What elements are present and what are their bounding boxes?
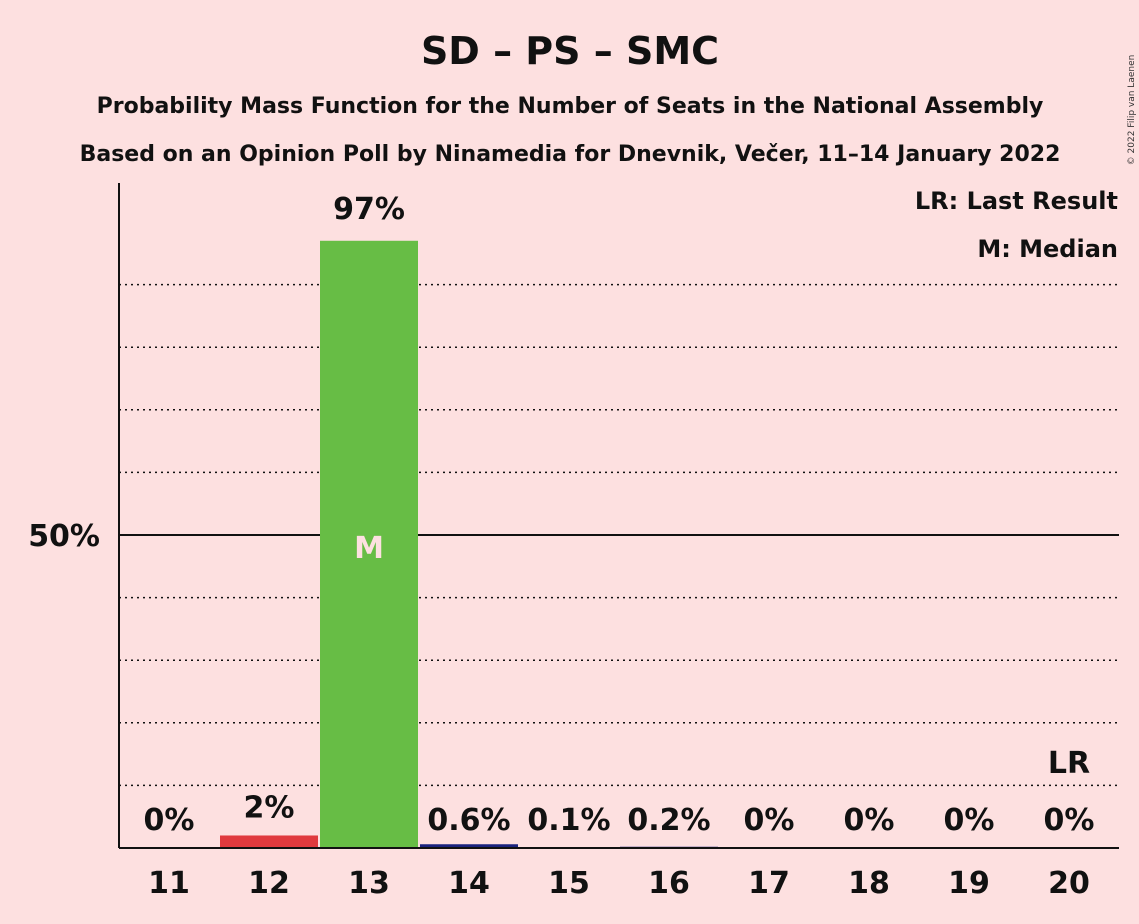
value-label-seat-20: 0% — [1044, 803, 1095, 838]
value-label-seat-13: 97% — [333, 192, 405, 227]
value-label-seat-17: 0% — [744, 803, 795, 838]
value-label-seat-11: 0% — [144, 803, 195, 838]
legend-median: M: Median — [977, 235, 1118, 263]
bar-seat-13 — [320, 240, 418, 848]
value-label-seat-12: 2% — [244, 790, 295, 825]
x-tick-label-19: 19 — [948, 866, 990, 901]
value-label-seat-14: 0.6% — [427, 803, 510, 838]
x-tick-label-14: 14 — [448, 866, 490, 901]
x-tick-label-20: 20 — [1048, 866, 1090, 901]
bars — [220, 240, 718, 848]
chart-title: SD – PS – SMC — [421, 29, 719, 73]
value-label-seat-15: 0.1% — [527, 803, 610, 838]
x-tick-label-16: 16 — [648, 866, 690, 901]
value-label-seat-19: 0% — [944, 803, 995, 838]
copyright-note: © 2022 Filip van Laenen — [1127, 55, 1137, 166]
legend-last-result: LR: Last Result — [915, 187, 1118, 215]
y-tick-label-50: 50% — [28, 519, 100, 554]
median-marker: M — [354, 531, 384, 566]
chart-subtitle-2: Based on an Opinion Poll by Ninamedia fo… — [80, 142, 1061, 167]
x-tick-label-15: 15 — [548, 866, 590, 901]
x-tick-label-17: 17 — [748, 866, 790, 901]
value-label-seat-16: 0.2% — [627, 803, 710, 838]
x-axis-ticks: 11 12 13 14 15 16 17 18 19 20 — [148, 866, 1090, 901]
x-tick-label-18: 18 — [848, 866, 890, 901]
x-tick-label-13: 13 — [348, 866, 390, 901]
last-result-marker: LR — [1048, 746, 1090, 781]
bar-seat-12 — [220, 835, 318, 848]
bar-seat-14 — [420, 844, 518, 848]
chart-subtitle-1: Probability Mass Function for the Number… — [97, 94, 1044, 119]
bar-value-labels: 0% 2% 97% M 0.6% 0.1% 0.2% 0% 0% 0% 0% LR — [144, 192, 1095, 838]
x-tick-label-12: 12 — [248, 866, 290, 901]
gridlines — [119, 283, 1119, 787]
value-label-seat-18: 0% — [844, 803, 895, 838]
x-tick-label-11: 11 — [148, 866, 190, 901]
